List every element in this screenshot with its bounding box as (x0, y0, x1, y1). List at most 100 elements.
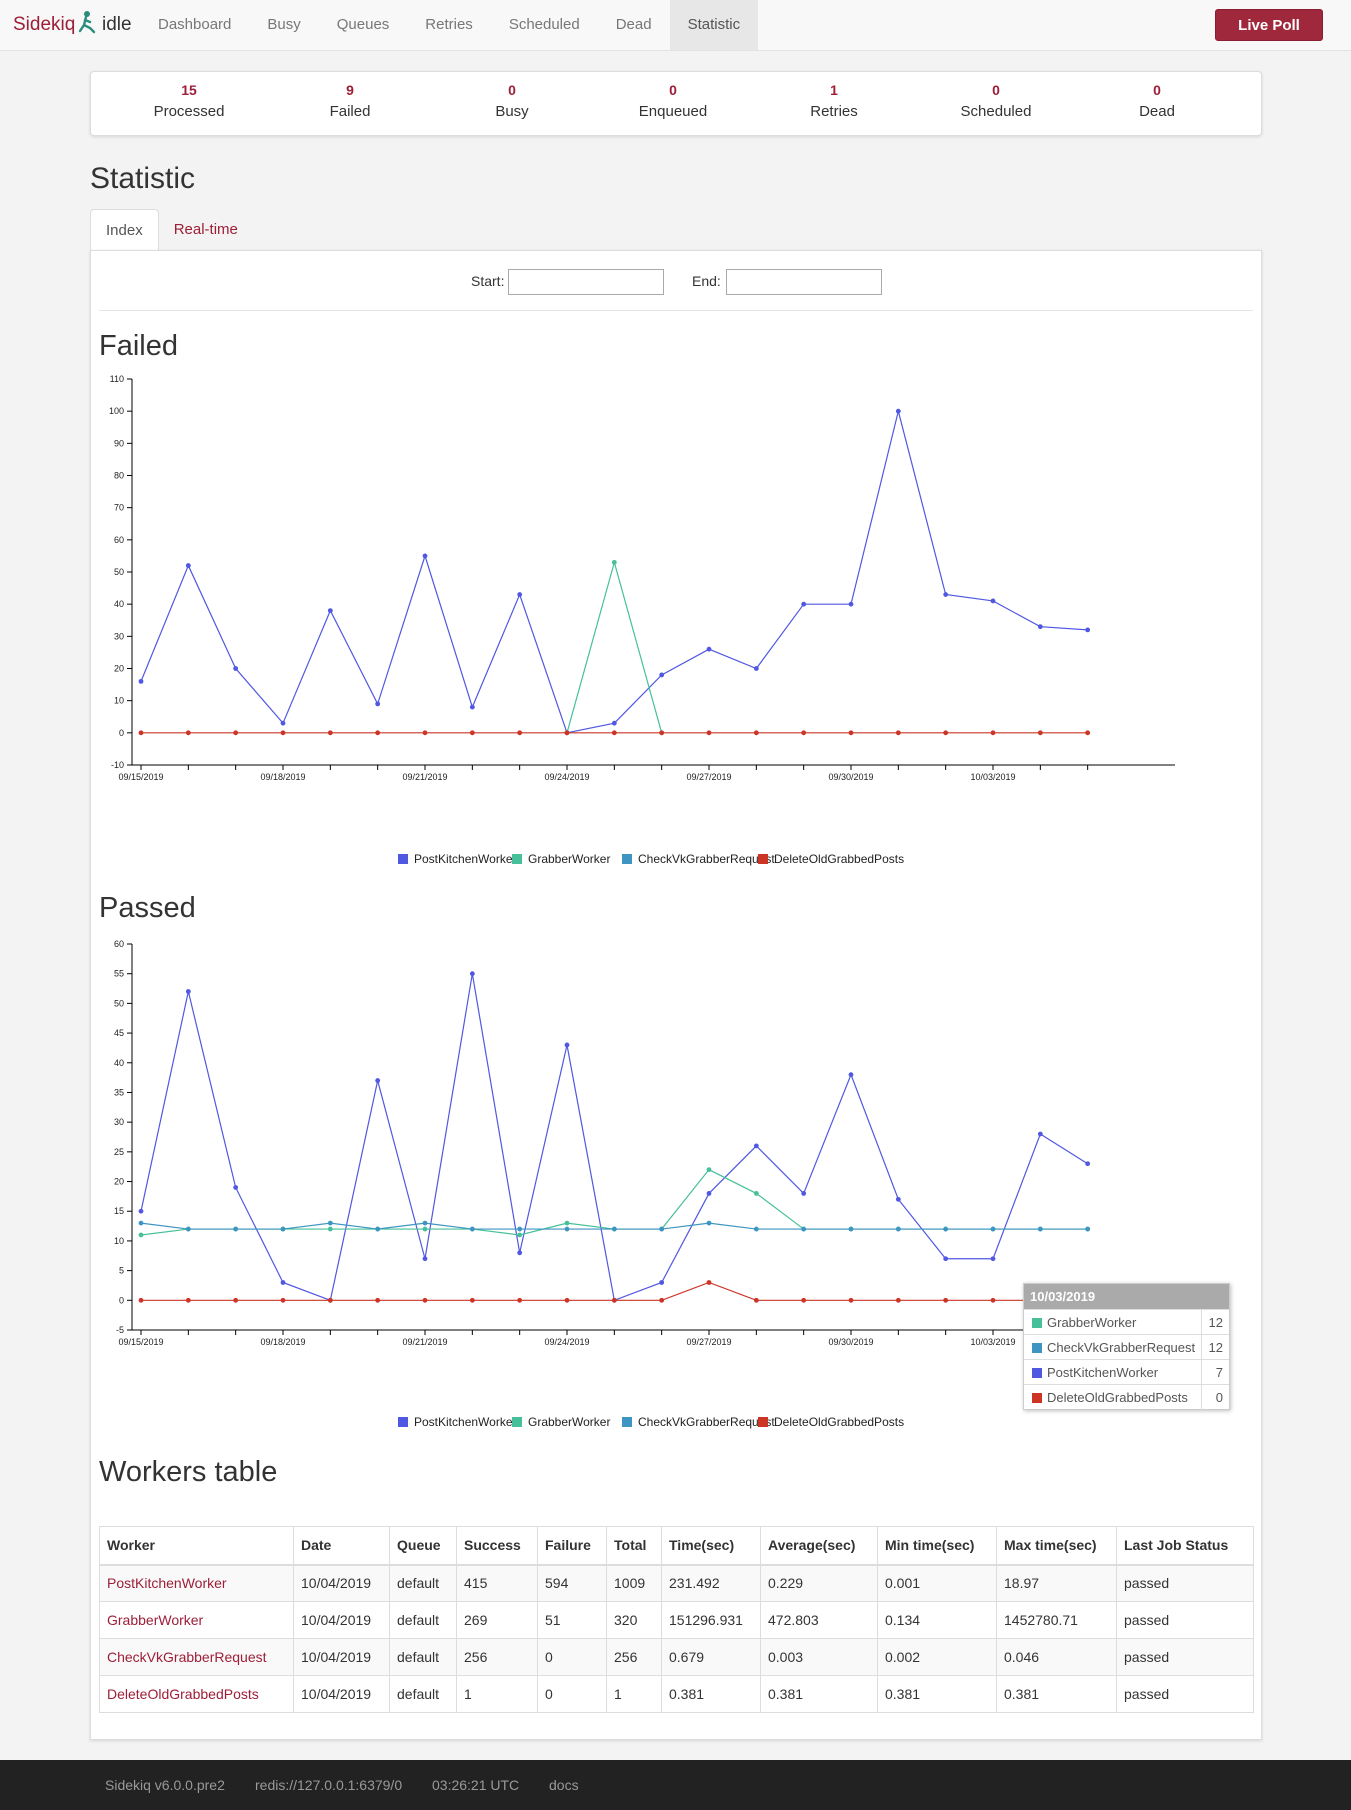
table-cell: passed (1116, 1601, 1254, 1639)
post-kitchen-worker-point (801, 1191, 807, 1196)
table-cell: 151296.931 (661, 1601, 761, 1639)
check-vk-grabber-request-point (280, 1226, 286, 1232)
x-tick-label: 09/30/2019 (828, 772, 873, 782)
table-cell: default (389, 1601, 457, 1639)
post-kitchen-worker-point (706, 1191, 712, 1196)
stat-dead[interactable]: 0 Dead (1077, 82, 1237, 120)
y-tick-label: 10 (114, 1236, 124, 1246)
legend-item-delete-old-grabbed-posts[interactable]: DeleteOldGrabbedPosts (758, 852, 904, 866)
stat-count: 15 (181, 82, 197, 98)
table-row: PostKitchenWorker 10/04/2019 default 415… (99, 1564, 1254, 1602)
table-cell: 0.381 (877, 1675, 997, 1713)
stat-count: 1 (830, 82, 838, 98)
post-kitchen-worker-point (469, 971, 475, 977)
delete-old-grabbed-posts-point (706, 1280, 712, 1285)
table-cell: 0.381 (996, 1675, 1117, 1713)
table-cell: default (389, 1638, 457, 1676)
y-tick-label: 30 (114, 1117, 124, 1127)
legend-item-post-kitchen-worker[interactable]: PostKitchenWorker (398, 1415, 517, 1429)
nav-retries[interactable]: Retries (425, 16, 473, 33)
table-cell: 0.381 (760, 1675, 878, 1713)
nav-dashboard[interactable]: Dashboard (158, 16, 232, 33)
post-kitchen-worker-point (185, 563, 191, 568)
stat-retries[interactable]: 1 Retries (754, 82, 914, 120)
delete-old-grabbed-posts-point (469, 1297, 475, 1303)
legend-item-post-kitchen-worker[interactable]: PostKitchenWorker (398, 852, 517, 866)
check-vk-grabber-request-point (943, 1226, 949, 1232)
legend-item-check-vk-grabber-request[interactable]: CheckVkGrabberRequest (622, 1415, 775, 1429)
post-kitchen-worker-point (990, 598, 996, 604)
column-header: Last Job Status (1116, 1526, 1254, 1566)
table-row: GrabberWorker 10/04/2019 default 269 51 … (99, 1601, 1254, 1639)
post-kitchen-worker-point (943, 1256, 949, 1262)
y-tick-label: 40 (114, 1058, 124, 1068)
delete-old-grabbed-posts-point (611, 730, 617, 736)
x-tick-label: 10/03/2019 (970, 1337, 1015, 1347)
end-date-input[interactable] (726, 269, 882, 295)
footer-redis-url: redis://127.0.0.1:6379/0 (255, 1777, 403, 1793)
stat-count: 0 (1153, 82, 1161, 98)
delete-old-grabbed-posts-point (801, 1297, 807, 1303)
legend-item-delete-old-grabbed-posts[interactable]: DeleteOldGrabbedPosts (758, 1415, 904, 1429)
legend-item-grabber-worker[interactable]: GrabberWorker (512, 1415, 610, 1429)
worker-name-link[interactable]: GrabberWorker (99, 1601, 294, 1639)
stat-busy[interactable]: 0 Busy (432, 82, 592, 120)
grabber-worker-point (611, 559, 617, 565)
brand-link[interactable]: Sidekiq (13, 14, 76, 35)
stat-processed[interactable]: 15 Processed (109, 82, 269, 120)
stat-enqueued[interactable]: 0 Enqueued (593, 82, 753, 120)
live-poll-button[interactable]: Live Poll (1215, 9, 1323, 41)
tab-bar: Index Real-time (90, 209, 253, 251)
worker-name-link[interactable]: CheckVkGrabberRequest (99, 1638, 294, 1676)
nav-statistic[interactable]: Statistic (669, 0, 759, 50)
post-kitchen-worker-point (138, 1208, 144, 1214)
nav-dead[interactable]: Dead (615, 16, 652, 33)
post-kitchen-worker-point (1085, 1161, 1091, 1167)
table-row: CheckVkGrabberRequest 10/04/2019 default… (99, 1638, 1254, 1676)
nav-scheduled[interactable]: Scheduled (508, 16, 580, 33)
tab-real-time[interactable]: Real-time (173, 221, 238, 238)
legend-label: GrabberWorker (528, 852, 611, 866)
footer-docs-link[interactable]: docs (549, 1777, 579, 1793)
y-tick-label: 110 (110, 374, 124, 384)
check-vk-grabber-request-point (895, 1226, 901, 1232)
y-tick-label: 35 (114, 1087, 124, 1097)
x-tick-label: 09/27/2019 (686, 1337, 731, 1347)
stat-label: Enqueued (638, 103, 708, 120)
worker-name-link[interactable]: PostKitchenWorker (99, 1564, 294, 1602)
x-tick-label: 09/15/2019 (118, 772, 163, 782)
divider (99, 310, 1253, 311)
delete-old-grabbed-posts-point (280, 1297, 286, 1303)
legend-item-grabber-worker[interactable]: GrabberWorker (512, 852, 610, 866)
y-tick-label: 5 (119, 1266, 124, 1276)
table-cell: 594 (537, 1564, 607, 1602)
legend-swatch (622, 854, 632, 864)
stat-label: Processed (153, 103, 225, 120)
x-tick-label: 09/24/2019 (544, 772, 589, 782)
nav-busy[interactable]: Busy (267, 16, 301, 33)
y-tick-label: 25 (114, 1147, 124, 1157)
start-date-input[interactable] (508, 269, 664, 295)
nav-queues[interactable]: Queues (336, 16, 390, 33)
legend-item-check-vk-grabber-request[interactable]: CheckVkGrabberRequest (622, 852, 775, 866)
delete-old-grabbed-posts-point (848, 730, 854, 736)
delete-old-grabbed-posts-point (611, 1297, 617, 1303)
worker-name-link[interactable]: DeleteOldGrabbedPosts (99, 1675, 294, 1713)
failed-chart-title: Failed (99, 330, 178, 362)
check-vk-grabber-request-point (706, 1220, 712, 1226)
tooltip-row: DeleteOldGrabbedPosts 0 (1024, 1384, 1229, 1410)
post-kitchen-worker-point (564, 1042, 570, 1048)
tooltip-row: PostKitchenWorker 7 (1024, 1359, 1229, 1385)
stat-failed[interactable]: 9 Failed (270, 82, 430, 120)
delete-old-grabbed-posts-point (753, 730, 759, 736)
post-kitchen-worker-point (1037, 624, 1043, 630)
delete-old-grabbed-posts-point (375, 1297, 381, 1303)
post-kitchen-worker-point (659, 1280, 665, 1285)
delete-old-grabbed-posts-point (233, 1297, 239, 1303)
legend-swatch (1032, 1368, 1042, 1378)
tab-index[interactable]: Index (90, 209, 159, 251)
stat-scheduled[interactable]: 0 Scheduled (916, 82, 1076, 120)
post-kitchen-worker-point (422, 1256, 428, 1262)
table-cell: 0.381 (661, 1675, 761, 1713)
table-cell: passed (1116, 1564, 1254, 1602)
